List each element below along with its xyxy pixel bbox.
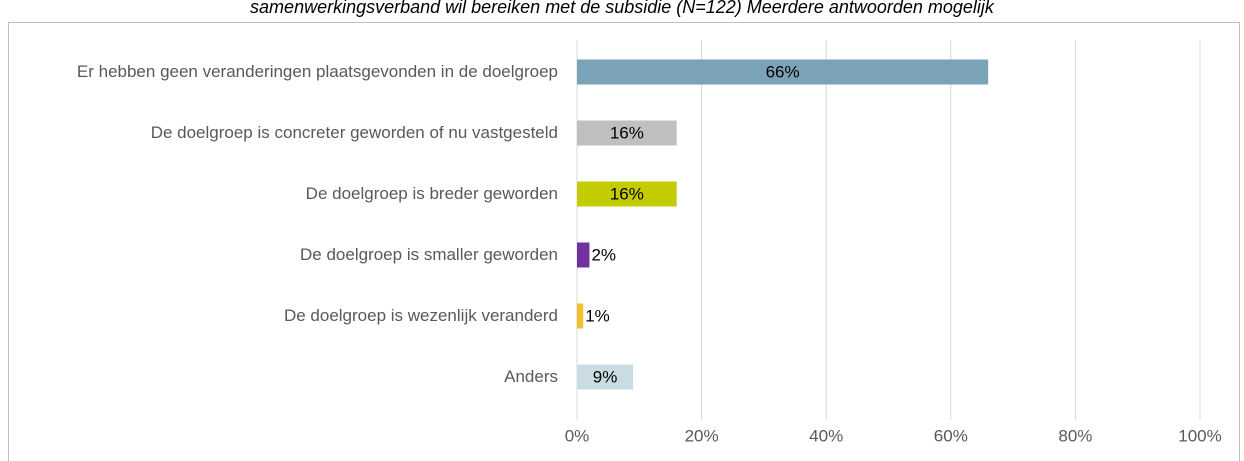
category-label-box: Anders bbox=[504, 367, 558, 386]
bar bbox=[577, 303, 584, 329]
x-tick-label: 0% bbox=[565, 426, 590, 445]
category-label-box: De doelgroep is breder geworden bbox=[305, 184, 558, 203]
y-tick-label: De doelgroep is breder geworden bbox=[305, 184, 558, 203]
value-label: 16% bbox=[610, 184, 644, 203]
x-tick-label: 80% bbox=[1058, 426, 1092, 445]
value-label: 66% bbox=[766, 62, 800, 81]
value-label: 9% bbox=[593, 367, 618, 386]
bar bbox=[577, 120, 677, 146]
bar bbox=[577, 364, 634, 390]
bar bbox=[577, 181, 677, 207]
bar bbox=[577, 242, 590, 268]
category-label-box: De doelgroep is concreter geworden of nu… bbox=[150, 123, 558, 142]
y-tick-label: De doelgroep is concreter geworden of nu… bbox=[150, 123, 558, 142]
x-tick-label: 60% bbox=[934, 426, 968, 445]
y-tick-label: Anders bbox=[504, 367, 558, 386]
x-tick-label: 100% bbox=[1178, 426, 1221, 445]
value-label: 16% bbox=[610, 123, 644, 142]
category-label-box: Er hebben geen veranderingen plaatsgevon… bbox=[76, 62, 558, 81]
y-tick-label: De doelgroep is wezenlijk veranderd bbox=[283, 306, 558, 325]
y-tick-label: Er hebben geen veranderingen plaatsgevon… bbox=[76, 62, 558, 81]
y-tick-label: De doelgroep is smaller geworden bbox=[300, 245, 558, 264]
chart-title: samenwerkingsverband wil bereiken met de… bbox=[250, 0, 995, 17]
category-label-box: De doelgroep is wezenlijk veranderd bbox=[283, 306, 558, 325]
value-label: 2% bbox=[591, 245, 616, 264]
x-tick-label: 20% bbox=[685, 426, 719, 445]
value-label: 1% bbox=[585, 306, 610, 325]
category-label-box: De doelgroep is smaller geworden bbox=[300, 245, 558, 264]
bar bbox=[577, 59, 989, 85]
x-tick-label: 40% bbox=[809, 426, 843, 445]
